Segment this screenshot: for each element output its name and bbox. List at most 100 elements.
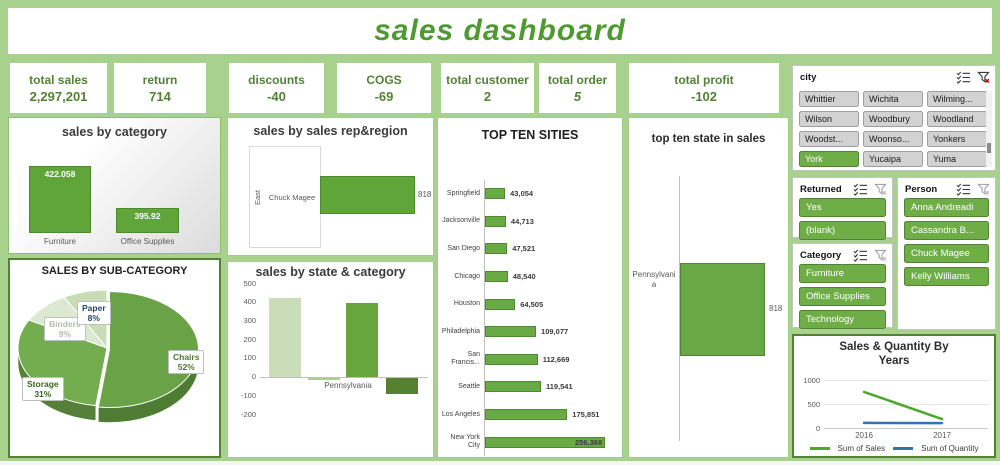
y-tick: 100	[243, 353, 256, 363]
sales-by-subcategory-pie-panel: SALES BY SUB-CATEGORY Chairs 52% Storage 31…	[8, 258, 221, 458]
kpi-return: return 714	[114, 63, 206, 113]
top-ten-state-chart-panel: top ten state in sales Pennsylvania 818	[628, 117, 789, 458]
category-multiselect-icon[interactable]	[853, 249, 868, 262]
kpi-value: 5	[573, 88, 582, 104]
kpi-total-order: total order 5	[539, 63, 616, 113]
kpi-label: total sales	[29, 72, 88, 87]
kpi-total-profit: total profit -102	[629, 63, 779, 113]
rep-bar-value: 818	[418, 190, 432, 199]
city-slicer-item[interactable]: Woonso...	[863, 131, 923, 147]
category-slicer-item[interactable]: Office Supplies	[799, 287, 886, 306]
chart-title-sales-quantity-by-years: Sales & Quantity By Years	[839, 341, 949, 368]
scrollbar-thumb[interactable]	[987, 143, 991, 153]
pie-label-pct: 9%	[58, 329, 71, 340]
y-tick: 200	[243, 334, 256, 344]
kpi-label: total order	[547, 72, 608, 87]
city-bar-track: 119,541	[484, 373, 620, 401]
city-bar	[485, 326, 537, 338]
x-axis-label: Pennsylvania	[324, 380, 372, 390]
returned-slicer-item[interactable]: (blank)	[799, 221, 886, 240]
city-bar-value: 119,541	[545, 382, 573, 392]
legend-label: Sum of Quantity	[921, 444, 979, 453]
city-multiselect-icon[interactable]	[956, 71, 971, 84]
city-slicer-item[interactable]: Woodst...	[799, 131, 859, 147]
column-bar	[346, 302, 378, 377]
city-bar-track: 175,851	[484, 400, 620, 429]
city-bar-value: 175,851	[572, 410, 600, 420]
person-slicer-item[interactable]: Anna Andreadi	[904, 198, 989, 217]
person-slicer-item[interactable]: Kelly Williams	[904, 267, 989, 286]
legend-label: Sum of Sales	[837, 444, 886, 453]
person-clear-filter-icon[interactable]	[977, 183, 990, 196]
category-slicer-items: Furniture Office Supplies Technology	[799, 264, 886, 333]
city-bar	[485, 271, 508, 283]
returned-multiselect-icon[interactable]	[853, 183, 868, 196]
city-axis-label: New York City	[450, 434, 480, 450]
person-slicer-item[interactable]: Cassandra B...	[904, 221, 989, 240]
category-slicer-item[interactable]: Furniture	[799, 264, 886, 283]
city-bar	[485, 215, 506, 227]
city-bar	[485, 409, 568, 421]
person-slicer-item[interactable]: Chuck Magee	[904, 244, 989, 263]
city-slicer-item[interactable]: York	[799, 151, 859, 167]
returned-clear-filter-icon[interactable]	[874, 183, 887, 196]
sales-by-state-category-chart-panel: sales by state & category 500 400 300 200 10…	[227, 261, 434, 458]
category-axis-label: Office Supplies	[120, 237, 175, 246]
pie-label-name: Binders	[49, 319, 81, 329]
pie-label-storage: Storage 31%	[22, 377, 64, 402]
returned-slicer-item[interactable]: Yes	[799, 198, 886, 217]
city-slicer-items: Whittier Wichita Wilming... Wilson Woodbury W…	[799, 91, 987, 167]
category-clear-filter-icon[interactable]	[874, 249, 887, 262]
city-slicer-item[interactable]: Yucaipa	[863, 151, 923, 167]
city-slicer-item[interactable]: Wilson	[799, 111, 859, 127]
city-bar	[485, 353, 538, 365]
city-bar-value: 112,669	[542, 354, 570, 364]
y-tick: 500	[807, 399, 820, 409]
kpi-discounts: discounts -40	[229, 63, 324, 113]
zero-axis-line	[260, 376, 428, 378]
rep-axis: Chuck Magee	[264, 147, 320, 247]
category-slicer-title: Category	[800, 249, 842, 261]
city-slicer-item[interactable]: Woodbury	[863, 111, 923, 127]
city-rows: Springfield 43,054 Jacksonville 44,713 San D…	[440, 180, 620, 456]
city-slicer-item[interactable]: Wilming...	[927, 91, 987, 107]
y-tick: 300	[243, 315, 256, 325]
sales-by-rep-region-chart-panel: sales by sales rep&region East Chuck Mage…	[227, 117, 434, 256]
sales-by-category-plot: 422.058 Furniture 395.92 Office Supplies	[9, 118, 220, 253]
region-axis: East	[250, 147, 264, 247]
y-tick: 0	[251, 372, 256, 382]
kpi-value: 2,297,201	[29, 88, 88, 104]
gridline	[824, 380, 988, 381]
city-slicer-item[interactable]: Wichita	[863, 91, 923, 107]
city-slicer-scrollbar[interactable]	[986, 91, 992, 167]
column-bar	[308, 377, 340, 381]
state-bar	[680, 263, 765, 356]
city-axis-label: Chicago	[454, 272, 480, 280]
city-slicer-item[interactable]: Whittier	[799, 91, 859, 107]
sales-by-rep-region-plot: East Chuck Magee 818	[228, 118, 433, 255]
city-axis-label: Jacksonville	[442, 217, 480, 225]
gridline	[824, 428, 988, 429]
city-slicer-item[interactable]: Yuma	[927, 151, 987, 167]
y-tick: 500	[243, 278, 256, 288]
person-slicer-header: Person	[905, 181, 990, 197]
pie-label-name: Chairs	[173, 352, 200, 362]
category-slicer-item[interactable]: Technology	[799, 310, 886, 329]
x-tick: 2016	[855, 431, 873, 440]
y-tick: 0	[815, 423, 820, 433]
kpi-label: discounts	[248, 72, 305, 87]
person-multiselect-icon[interactable]	[956, 183, 971, 196]
city-bar	[485, 436, 605, 448]
kpi-value: 2	[483, 88, 492, 104]
returned-slicer-title: Returned	[800, 183, 842, 195]
city-clear-filter-icon[interactable]	[977, 71, 990, 84]
chart-title-top-ten-cities: TOP TEN SITIES	[481, 128, 579, 142]
city-slicer-item[interactable]: Yonkers	[927, 131, 987, 147]
city-slicer-item[interactable]: Woodland	[927, 111, 987, 127]
series-line-sum-of-sales	[862, 390, 944, 421]
city-row: Jacksonville 44,713	[440, 207, 620, 236]
legend-swatch	[809, 447, 830, 450]
kpi-COGS: COGS -69	[337, 63, 431, 113]
chart-title-sales-by-rep-region: sales by sales rep&region	[253, 124, 408, 138]
kpi-value: -40	[267, 88, 286, 104]
